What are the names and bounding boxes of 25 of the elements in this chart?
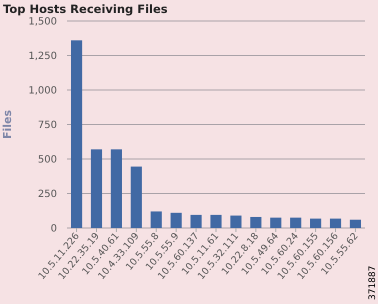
y-tick-label: 1,250: [28, 51, 57, 62]
text: 371887: [368, 266, 378, 300]
bar: [90, 149, 102, 228]
y-tick-label: 500: [38, 154, 57, 166]
bar: [330, 218, 342, 228]
y-tick-label: 1,500: [28, 16, 57, 28]
bar: [210, 214, 222, 228]
bar: [150, 211, 162, 228]
bar: [310, 218, 322, 228]
bar: [350, 220, 362, 228]
bar: [190, 214, 202, 228]
bar: [230, 216, 242, 228]
bar: [130, 166, 142, 228]
bar: [270, 218, 282, 228]
chart-title: Top Hosts Receiving Files: [3, 2, 168, 16]
bar: [250, 216, 262, 228]
y-tick-label: 750: [38, 120, 57, 131]
bar: [110, 149, 122, 228]
y-tick-label: 0: [50, 224, 57, 234]
y-tick-label: 250: [38, 189, 57, 200]
bar: [170, 212, 182, 228]
y-axis-title: Files: [1, 110, 14, 140]
y-tick-label: 1,000: [28, 86, 57, 96]
bar: [70, 40, 82, 228]
bar: [290, 218, 302, 228]
